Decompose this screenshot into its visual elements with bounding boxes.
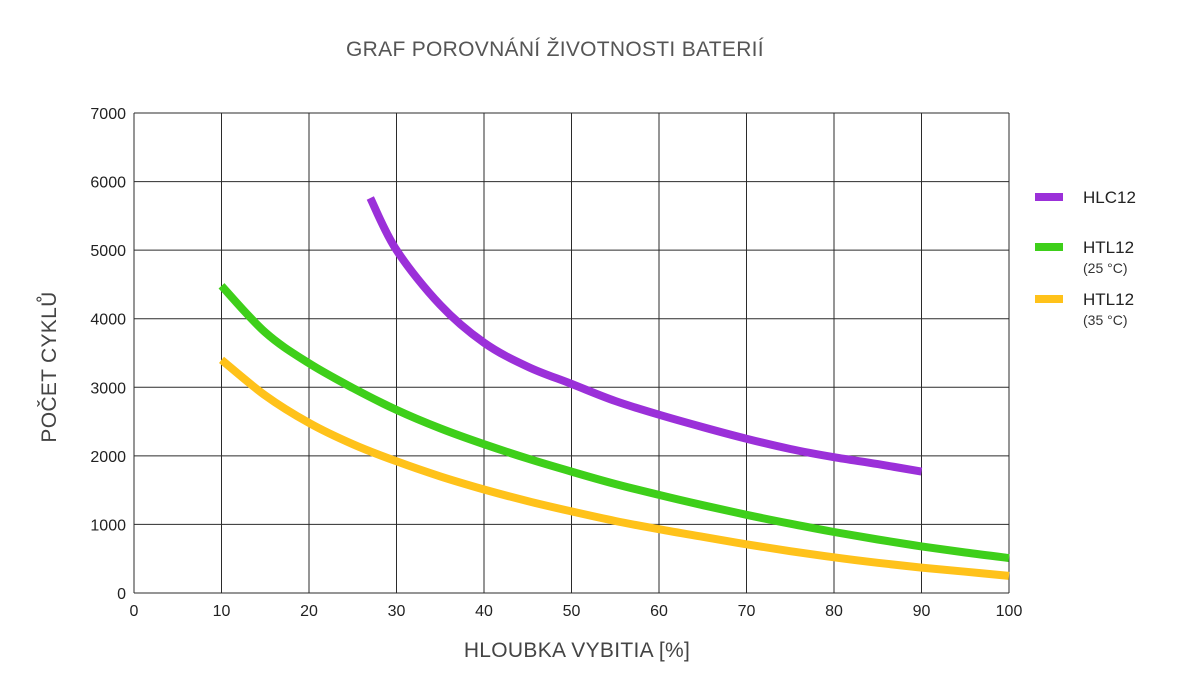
y-tick-label: 5000: [90, 243, 126, 260]
series-lines: [218, 196, 1010, 580]
y-tick-label: 4000: [90, 312, 126, 329]
tick-labels: 0 10 20 30 40 50 60 70 80 90 100010002000300040005…: [90, 106, 1022, 620]
x-tick-label: 40: [475, 603, 493, 620]
x-tick-label: 10: [213, 603, 231, 620]
x-tick-label: 30: [388, 603, 406, 620]
x-tick-label: 90: [913, 603, 931, 620]
y-tick-label: 7000: [90, 106, 126, 123]
x-tick-label: 20: [300, 603, 318, 620]
x-axis-label: HLOUBKA VYBITIA [%]: [464, 639, 690, 662]
x-tick-label: 60: [650, 603, 668, 620]
legend: HLC12 HTL12 (25 °C) HTL12 (35 °C): [1035, 188, 1136, 328]
x-tick-label: 0: [130, 603, 139, 620]
legend-swatch-2: [1035, 243, 1063, 251]
series-line-2: [218, 283, 1010, 562]
y-axis-label: POČET CYKLŮ: [37, 291, 61, 442]
legend-swatch-3: [1035, 295, 1063, 303]
y-tick-label: 6000: [90, 175, 126, 192]
legend-sublabel-3: (35 °C): [1083, 312, 1128, 328]
x-tick-label: 50: [563, 603, 581, 620]
series-line-3: [218, 356, 1010, 580]
series-line-1: [366, 196, 923, 476]
grid: [133, 112, 1010, 594]
y-tick-label: 0: [117, 586, 126, 603]
legend-sublabel-2: (25 °C): [1083, 260, 1128, 276]
legend-label-2: HTL12: [1083, 238, 1134, 257]
x-tick-label: 100: [996, 603, 1023, 620]
legend-swatch-1: [1035, 193, 1063, 201]
chart-title: GRAF POROVNÁNÍ ŽIVOTNOSTI BATERIÍ: [346, 38, 764, 61]
y-tick-label: 3000: [90, 380, 126, 397]
legend-label-1: HLC12: [1083, 188, 1136, 207]
legend-label-3: HTL12: [1083, 290, 1134, 309]
x-tick-label: 80: [825, 603, 843, 620]
x-tick-label: 70: [738, 603, 756, 620]
y-tick-label: 2000: [90, 449, 126, 466]
y-tick-label: 1000: [90, 517, 126, 534]
